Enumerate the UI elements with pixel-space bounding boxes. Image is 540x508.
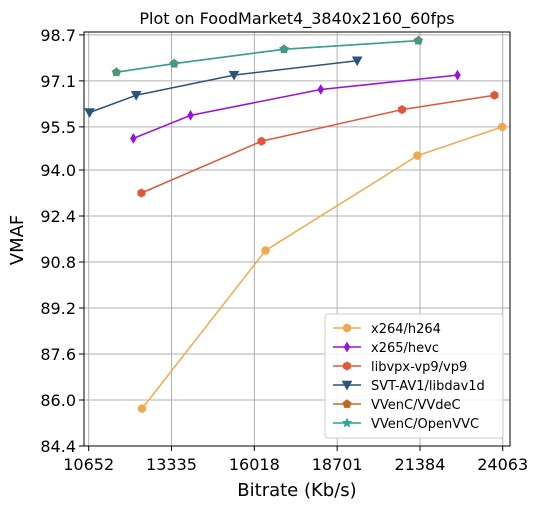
legend-marker bbox=[342, 399, 352, 408]
data-point bbox=[261, 246, 270, 255]
legend-marker bbox=[341, 380, 353, 391]
legend-item: SVT-AV1/libdav1d bbox=[333, 379, 485, 394]
series-line bbox=[116, 39, 419, 73]
legend-marker bbox=[343, 341, 351, 353]
y-tick-label: 97.1 bbox=[40, 72, 76, 91]
legend-label: VVenC/VVdeC bbox=[371, 398, 461, 413]
legend-item: x264/h264 bbox=[333, 322, 441, 337]
plot-area-frame bbox=[83, 31, 511, 447]
legend: x264/h264 x265/hevc libvpx-vp9/vp9 SVT-AV1/… bbox=[324, 313, 504, 439]
legend-label: libvpx-vp9/vp9 bbox=[371, 360, 467, 375]
series-line bbox=[141, 94, 495, 194]
x-tick-label: 10652 bbox=[63, 455, 114, 474]
y-tick-label: 89.2 bbox=[40, 299, 76, 318]
y-tick-label: 86.0 bbox=[40, 391, 76, 410]
legend-marker bbox=[341, 417, 353, 428]
series-line bbox=[141, 126, 503, 410]
data-point bbox=[412, 34, 424, 46]
series-x265-hevc bbox=[130, 69, 461, 144]
data-point bbox=[278, 43, 290, 54]
series-line bbox=[89, 60, 358, 114]
y-tick-label: 90.8 bbox=[40, 253, 76, 272]
data-point bbox=[168, 57, 180, 69]
data-point bbox=[137, 188, 146, 198]
series-vvenc-vvdec bbox=[111, 35, 423, 77]
x-tick-label: 24063 bbox=[477, 455, 528, 474]
data-point bbox=[111, 66, 122, 77]
x-tick-label: 21384 bbox=[395, 455, 446, 474]
data-point bbox=[397, 105, 406, 115]
y-tick-label: 98.7 bbox=[40, 26, 76, 45]
x-tick-label: 18701 bbox=[312, 455, 363, 474]
legend-item: VVenC/VVdeC bbox=[333, 398, 461, 413]
x-axis-label: Bitrate (Kb/s) bbox=[237, 480, 356, 501]
series-x264-h264 bbox=[137, 122, 507, 413]
data-point bbox=[317, 84, 325, 95]
y-axis-label: VMAF bbox=[7, 215, 28, 266]
legend-label: SVT-AV1/libdav1d bbox=[371, 379, 485, 394]
data-point bbox=[137, 404, 147, 413]
legend-box bbox=[324, 313, 504, 439]
y-axis-ticks: 84.4 86.0 87.6 89.2 90.8 92.4 94.0 95.5 97.1 98.7 bbox=[40, 26, 84, 456]
legend-marker bbox=[343, 361, 351, 371]
data-point bbox=[490, 90, 499, 100]
chart-title: Plot on FoodMarket4_3840x2160_60fps bbox=[139, 9, 454, 29]
data-point bbox=[498, 122, 507, 132]
series-vvenc-openvvc bbox=[111, 34, 424, 77]
y-tick-label: 87.6 bbox=[40, 345, 76, 364]
y-tick-label: 84.4 bbox=[40, 437, 76, 456]
y-tick-label: 94.0 bbox=[40, 161, 76, 180]
series-line bbox=[133, 74, 458, 140]
y-tick-label: 92.4 bbox=[40, 207, 76, 226]
legend-item: libvpx-vp9/vp9 bbox=[333, 360, 467, 375]
legend-label: VVenC/OpenVVC bbox=[371, 417, 479, 432]
data-point bbox=[187, 109, 194, 121]
x-tick-label: 16018 bbox=[229, 455, 280, 474]
data-point bbox=[454, 69, 461, 81]
data-point bbox=[130, 132, 137, 144]
data-point bbox=[257, 136, 266, 146]
legend-item: VVenC/OpenVVC bbox=[333, 417, 479, 432]
legend-label: x265/hevc bbox=[371, 341, 439, 356]
data-point bbox=[228, 70, 240, 81]
series-line bbox=[116, 39, 419, 73]
data-point bbox=[84, 108, 95, 119]
y-tick-label: 95.5 bbox=[40, 118, 76, 137]
data-series bbox=[84, 34, 507, 413]
legend-item: x265/hevc bbox=[333, 341, 439, 356]
data-point bbox=[413, 151, 422, 160]
x-axis-ticks: 10652 13335 16018 18701 21384 24063 bbox=[63, 446, 528, 474]
series-svt-av1-libdav1d bbox=[84, 56, 363, 119]
grid-lines bbox=[84, 32, 510, 447]
data-point bbox=[130, 91, 142, 101]
series-libvpx-vp9-vp9 bbox=[137, 90, 499, 198]
legend-label: x264/h264 bbox=[371, 322, 441, 337]
data-point bbox=[351, 56, 363, 67]
legend-marker bbox=[342, 323, 352, 333]
x-tick-label: 13335 bbox=[146, 455, 197, 474]
